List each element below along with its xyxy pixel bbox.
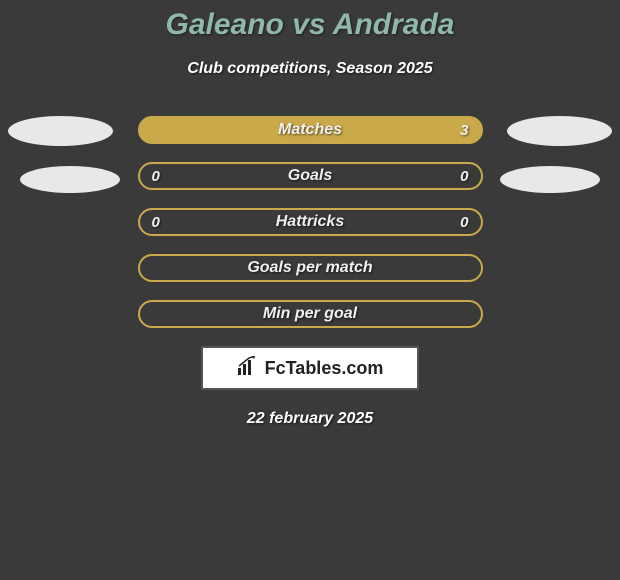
- subtitle: Club competitions, Season 2025: [0, 60, 620, 78]
- date-line: 22 february 2025: [0, 410, 620, 428]
- player-left-ellipse-1: [8, 116, 113, 146]
- stat-label: Matches: [278, 121, 342, 139]
- page-title: Galeano vs Andrada: [0, 8, 620, 42]
- stat-row-min-per-goal: Min per goal: [138, 300, 483, 328]
- player-right-ellipse-2: [500, 166, 600, 193]
- stat-label: Goals: [288, 167, 332, 185]
- chart-icon: [237, 356, 259, 381]
- stat-row-matches: Matches 3: [138, 116, 483, 144]
- stat-right-value: 0: [460, 214, 468, 231]
- stat-left-value: 0: [152, 214, 160, 231]
- stats-area: Matches 3 0 Goals 0 0 Hattricks 0 Goals …: [0, 116, 620, 428]
- player-right-ellipse-1: [507, 116, 612, 146]
- stat-right-value: 3: [460, 122, 468, 139]
- stat-right-value: 0: [460, 168, 468, 185]
- infographic-container: Galeano vs Andrada Club competitions, Se…: [0, 0, 620, 580]
- stat-left-value: 0: [152, 168, 160, 185]
- stat-rows: Matches 3 0 Goals 0 0 Hattricks 0 Goals …: [138, 116, 483, 328]
- stat-label: Hattricks: [276, 213, 344, 231]
- stat-row-goals: 0 Goals 0: [138, 162, 483, 190]
- stat-row-hattricks: 0 Hattricks 0: [138, 208, 483, 236]
- player-left-ellipse-2: [20, 166, 120, 193]
- stat-label: Goals per match: [247, 259, 372, 277]
- stat-label: Min per goal: [263, 305, 357, 323]
- logo-box: FcTables.com: [201, 346, 419, 390]
- logo-text: FcTables.com: [265, 358, 384, 379]
- stat-row-goals-per-match: Goals per match: [138, 254, 483, 282]
